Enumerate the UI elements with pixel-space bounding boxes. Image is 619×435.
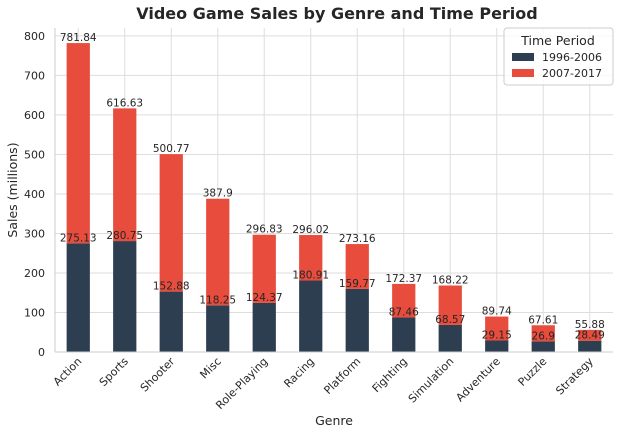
bar-racing-series-2 (299, 235, 323, 281)
x-tick-label: Fighting (370, 355, 410, 395)
bar-misc-series-2 (206, 198, 230, 306)
y-tick-label: 400 (24, 188, 45, 201)
x-tick-label: Strategy (553, 355, 596, 398)
bar-fighting-series-1 (392, 317, 416, 352)
value-labels: 275.13 781.84 280.75 616.63 152.88 500.77 118.… (60, 32, 605, 342)
total-value-label: 616.63 (106, 97, 143, 109)
bar-adventure-series-2 (485, 316, 509, 341)
bottom-value-label: 28.49 (575, 330, 605, 342)
bar-simulation-series-2 (438, 285, 462, 325)
total-value-label: 168.22 (432, 275, 469, 287)
y-tick-label: 800 (24, 30, 45, 43)
bar-puzzle-series-2 (531, 325, 555, 342)
total-value-label: 500.77 (153, 143, 190, 155)
bottom-value-label: 124.37 (246, 292, 283, 304)
x-tick-label: Shooter (138, 355, 178, 395)
bar-fighting-series-2 (392, 283, 416, 318)
bottom-value-label: 180.91 (292, 270, 329, 282)
x-tick-label: Misc (197, 355, 223, 381)
bar-racing-series-1 (299, 280, 323, 352)
bar-platform-series-2 (345, 244, 369, 289)
bars (66, 43, 602, 352)
bottom-value-label: 159.77 (339, 278, 376, 290)
total-value-label: 296.02 (292, 224, 329, 236)
bottom-value-label: 275.13 (60, 232, 97, 244)
bar-role-playing-series-1 (252, 302, 276, 352)
x-tick-label: Puzzle (516, 355, 550, 389)
legend-title: Time Period (520, 33, 595, 48)
total-value-label: 387.9 (203, 188, 233, 200)
bottom-value-label: 118.25 (199, 294, 236, 306)
total-value-label: 55.88 (575, 319, 605, 331)
bar-misc-series-1 (206, 305, 230, 352)
y-tick-label: 200 (24, 267, 45, 280)
bar-shooter-series-1 (159, 291, 183, 352)
bar-role-playing-series-2 (252, 234, 276, 303)
legend: Time Period 1996-2006 2007-2017 (503, 27, 614, 86)
x-tick-label: Action (51, 355, 85, 389)
y-tick-label: 500 (24, 148, 45, 161)
x-tick-label: Platform (321, 355, 363, 397)
y-tick-label: 600 (24, 109, 45, 122)
bar-sports-series-1 (113, 241, 137, 352)
legend-swatch-1996-2006 (512, 53, 534, 61)
bottom-value-label: 29.15 (482, 329, 512, 341)
bar-strategy-series-1 (578, 340, 602, 352)
bottom-value-label: 26.9 (532, 330, 555, 342)
total-value-label: 273.16 (339, 233, 376, 245)
total-value-label: 89.74 (482, 306, 512, 318)
bottom-value-label: 280.75 (106, 230, 143, 242)
bar-strategy-series-2 (578, 329, 602, 341)
y-tick-label: 300 (24, 227, 45, 240)
bar-action-series-2 (66, 43, 90, 244)
total-value-label: 296.83 (246, 224, 283, 236)
bottom-value-label: 87.46 (389, 306, 419, 318)
x-axis-label: Genre (315, 413, 353, 428)
legend-label-2007-2017: 2007-2017 (542, 67, 602, 80)
bar-simulation-series-1 (438, 324, 462, 352)
bar-puzzle-series-1 (531, 341, 555, 352)
y-tick-label: 100 (24, 306, 45, 319)
bar-shooter-series-2 (159, 154, 183, 292)
y-axis-label: Sales (millions) (5, 142, 20, 237)
x-tick-label: Sports (97, 355, 131, 389)
bottom-value-label: 152.88 (153, 281, 190, 293)
y-tick-label: 700 (24, 69, 45, 82)
bar-adventure-series-1 (485, 340, 509, 352)
x-tick-label: Simulation (406, 355, 457, 406)
x-tick-label: Racing (281, 355, 316, 390)
bottom-value-label: 68.57 (435, 314, 465, 326)
legend-label-1996-2006: 1996-2006 (542, 51, 602, 64)
legend-swatch-2007-2017 (512, 69, 534, 77)
y-tick-label: 0 (38, 346, 45, 359)
y-axis-ticks: 0 100 200 300 400 500 600 700 800 (24, 30, 45, 359)
bar-action-series-1 (66, 243, 90, 352)
x-tick-label: Adventure (453, 355, 503, 405)
total-value-label: 172.37 (385, 273, 422, 285)
bar-sports-series-2 (113, 108, 137, 242)
total-value-label: 67.61 (528, 314, 558, 326)
total-value-label: 781.84 (60, 32, 97, 44)
bar-platform-series-1 (345, 288, 369, 352)
chart-title: Video Game Sales by Genre and Time Perio… (136, 4, 537, 23)
